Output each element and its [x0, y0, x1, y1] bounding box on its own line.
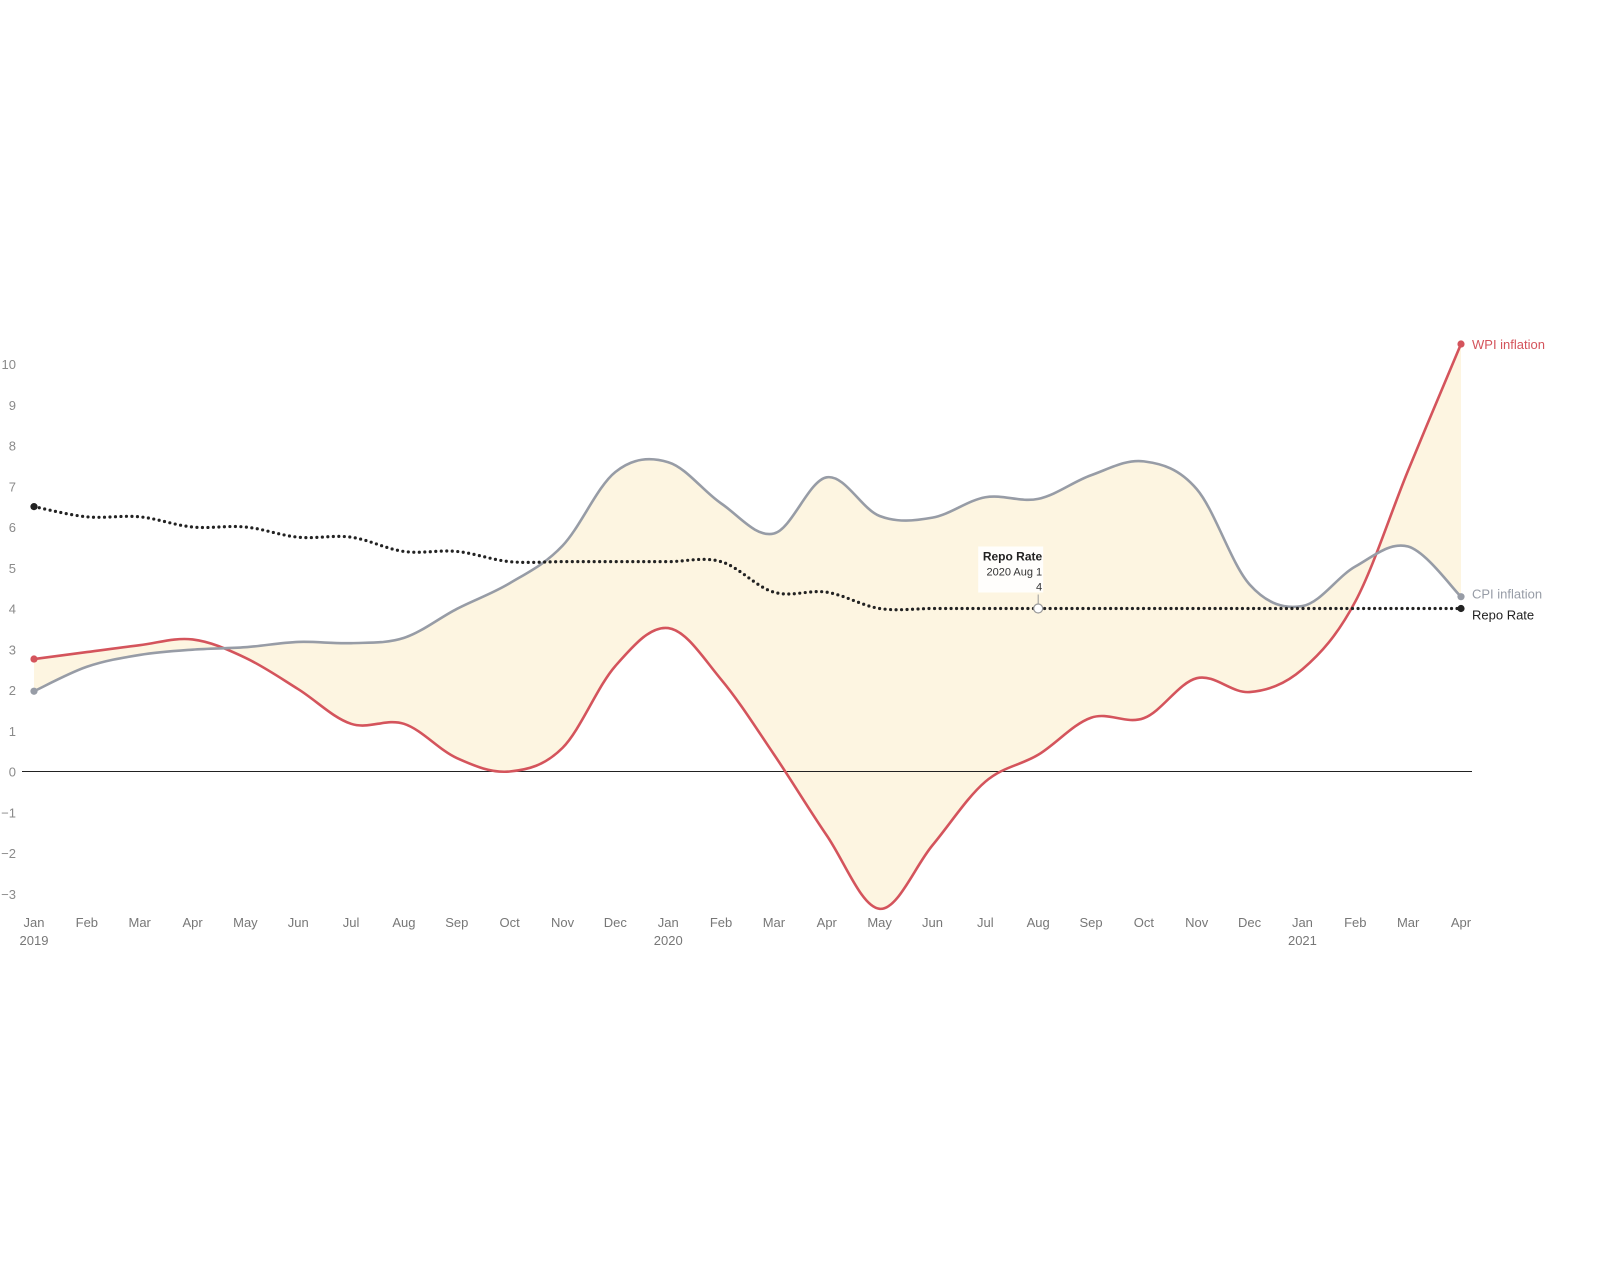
cpi-inflation-end-point [1457, 593, 1465, 601]
tooltip-marker [1033, 603, 1044, 614]
x-tick-label: Jan [658, 915, 679, 930]
x-tick-label: Dec [604, 915, 628, 930]
y-tick-label: 1 [9, 724, 16, 739]
y-tick-label: 4 [9, 602, 16, 617]
x-tick-label: May [233, 915, 258, 930]
cpi-inflation-label: CPI inflation [1472, 587, 1542, 602]
repo-rate-label: Repo Rate [1472, 608, 1534, 623]
x-tick-label: Nov [551, 915, 575, 930]
x-tick-label: Oct [500, 915, 521, 930]
x-tick-label: Dec [1238, 915, 1262, 930]
y-tick-label: 7 [9, 479, 16, 494]
x-year-label: 2019 [20, 933, 49, 948]
repo-rate-start-point [30, 503, 38, 511]
tooltip-date: 2020 Aug 1 [987, 567, 1043, 579]
wpi-inflation-end-point [1457, 340, 1465, 348]
x-tick-label: Feb [1344, 915, 1366, 930]
y-tick-label: 0 [9, 765, 16, 780]
y-tick-label: 2 [9, 683, 16, 698]
x-tick-label: Aug [1027, 915, 1050, 930]
x-tick-label: Oct [1134, 915, 1155, 930]
x-tick-label: Sep [1079, 915, 1102, 930]
wpi-inflation-line [32, 342, 1463, 911]
y-tick-label: 10 [2, 357, 16, 372]
x-tick-label: Jul [343, 915, 360, 930]
x-year-label: 2021 [1288, 933, 1317, 948]
wpi-inflation-start-point [30, 655, 38, 663]
y-tick-label: 3 [9, 642, 16, 657]
x-tick-label: Apr [182, 915, 203, 930]
tooltip-value: 4 [1036, 582, 1042, 594]
x-tick-label: Sep [445, 915, 468, 930]
y-axis: −3 −2 −1 0 1 2 3 4 5 6 7 8 9 10 [1, 357, 16, 902]
y-tick-label: −1 [1, 805, 16, 820]
x-tick-label: Feb [76, 915, 98, 930]
tooltip-background [978, 546, 1044, 593]
x-tick-label: Apr [1451, 915, 1472, 930]
x-tick-label: Mar [129, 915, 152, 930]
x-tick-label: Jun [288, 915, 309, 930]
repo-rate-end-point [1457, 604, 1465, 613]
x-tick-label: May [867, 915, 892, 930]
cpi-inflation-line [32, 457, 1463, 693]
shaded-band [34, 344, 1461, 909]
y-tick-label: 9 [9, 398, 16, 413]
x-tick-label: Mar [1397, 915, 1420, 930]
x-tick-label: Nov [1185, 915, 1209, 930]
y-tick-label: 8 [9, 439, 16, 454]
x-year-label: 2020 [654, 933, 683, 948]
x-tick-label: Aug [392, 915, 415, 930]
x-tick-label: Jan [24, 915, 45, 930]
repo-rate-line [32, 505, 1463, 612]
y-tick-label: 6 [9, 520, 16, 535]
x-tick-label: Jun [922, 915, 943, 930]
x-tick-label: Apr [817, 915, 838, 930]
tooltip: Repo Rate 2020 Aug 1 4 [978, 546, 1044, 614]
x-tick-label: Jan [1292, 915, 1313, 930]
tooltip-series: Repo Rate [983, 550, 1043, 564]
x-tick-label: Feb [710, 915, 732, 930]
x-axis: Jan Feb Mar Apr May Jun Jul Aug Sep Oct Nov Dec Jan F… [20, 915, 1472, 948]
x-tick-label: Mar [763, 915, 786, 930]
y-tick-label: −2 [1, 846, 16, 861]
y-tick-label: −3 [1, 887, 16, 902]
y-tick-label: 5 [9, 561, 16, 576]
cpi-inflation-start-point [30, 687, 38, 695]
x-tick-label: Jul [977, 915, 994, 930]
wpi-inflation-label: WPI inflation [1472, 337, 1545, 352]
